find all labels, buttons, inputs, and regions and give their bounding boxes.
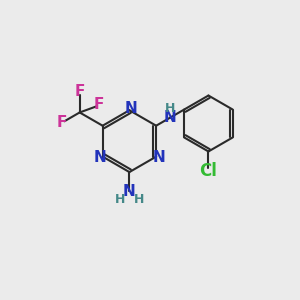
Text: F: F [93,98,104,112]
Text: H: H [165,102,175,115]
Text: N: N [123,184,136,199]
Text: N: N [94,150,106,165]
Text: H: H [115,193,125,206]
Text: H: H [134,193,144,206]
Text: N: N [164,110,177,125]
Text: Cl: Cl [200,163,217,181]
Text: F: F [56,115,67,130]
Text: N: N [152,150,165,165]
Text: F: F [74,84,85,99]
Text: N: N [124,101,137,116]
